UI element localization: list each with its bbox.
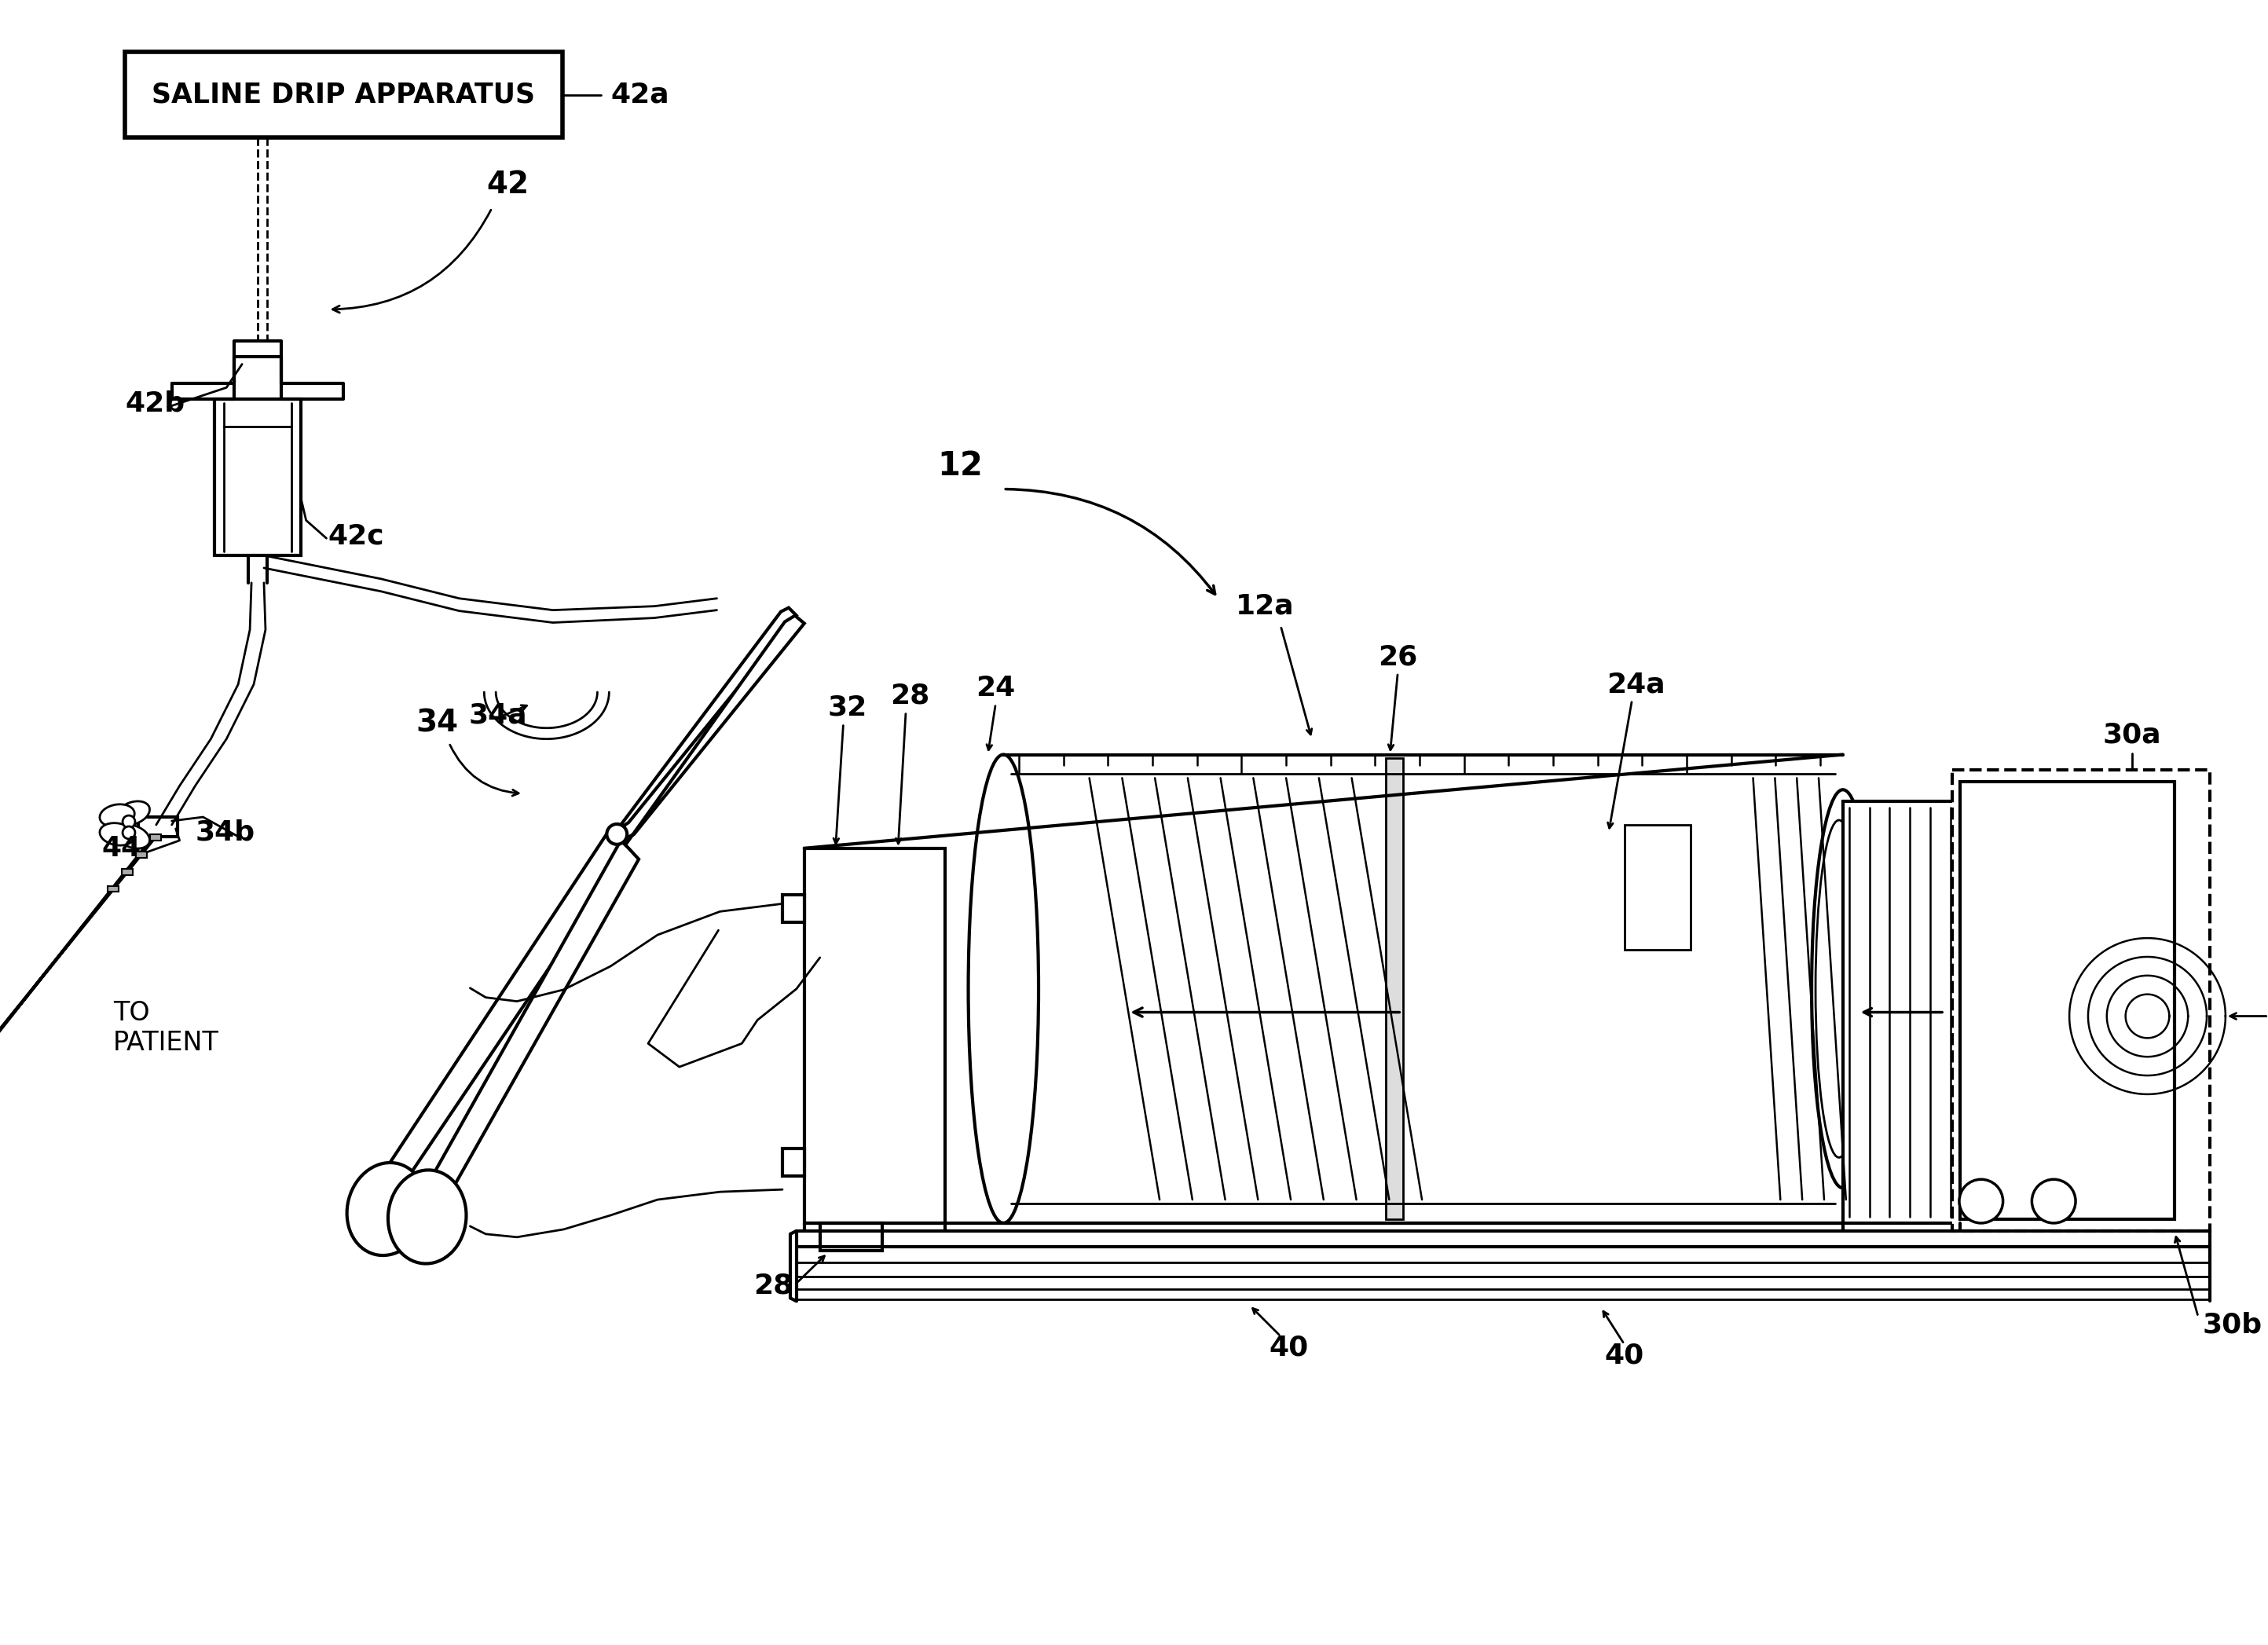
Text: 30b: 30b	[2202, 1311, 2261, 1337]
FancyArrowPatch shape	[333, 211, 490, 313]
Bar	[125, 51, 562, 138]
Text: 42: 42	[485, 169, 528, 199]
Bar	[1960, 781, 2175, 1219]
Bar	[109, 885, 118, 892]
Text: 28: 28	[889, 683, 930, 709]
FancyArrowPatch shape	[501, 706, 526, 716]
Text: 24a: 24a	[1606, 671, 1665, 697]
Bar	[1953, 770, 2209, 1230]
Bar	[136, 852, 147, 857]
FancyArrowPatch shape	[1005, 489, 1216, 594]
Bar	[138, 818, 177, 837]
Polygon shape	[413, 841, 640, 1219]
Text: 28: 28	[753, 1272, 794, 1300]
Text: 40: 40	[1268, 1334, 1309, 1362]
Bar	[782, 1148, 805, 1176]
Text: 34: 34	[415, 709, 458, 739]
FancyArrowPatch shape	[1603, 1311, 1624, 1342]
Bar	[122, 869, 134, 875]
FancyArrowPatch shape	[449, 745, 519, 796]
Bar	[805, 849, 946, 1224]
Text: 42a: 42a	[610, 81, 669, 109]
Circle shape	[122, 826, 136, 839]
Ellipse shape	[968, 755, 1039, 1224]
FancyArrowPatch shape	[1281, 628, 1311, 734]
FancyArrowPatch shape	[1388, 674, 1397, 750]
Ellipse shape	[116, 824, 150, 849]
Bar	[215, 400, 302, 556]
Ellipse shape	[347, 1163, 426, 1255]
Bar	[150, 834, 161, 841]
Bar	[1386, 758, 1404, 1219]
Text: 40: 40	[1603, 1342, 1644, 1369]
FancyArrowPatch shape	[1608, 702, 1631, 827]
Circle shape	[122, 816, 136, 827]
Bar	[821, 1224, 882, 1250]
Text: 44: 44	[102, 836, 141, 862]
Bar	[1624, 824, 1690, 949]
Bar	[782, 895, 805, 923]
Text: 30a: 30a	[2102, 722, 2161, 748]
Text: 12: 12	[937, 449, 984, 482]
Text: 24: 24	[975, 674, 1016, 701]
Polygon shape	[621, 615, 805, 852]
Ellipse shape	[388, 1170, 467, 1263]
FancyArrowPatch shape	[835, 725, 844, 844]
Polygon shape	[374, 831, 628, 1198]
FancyArrowPatch shape	[2175, 1237, 2198, 1314]
Polygon shape	[610, 607, 796, 841]
Circle shape	[1960, 1179, 2003, 1224]
Text: TO
PATIENT: TO PATIENT	[113, 1000, 220, 1056]
Ellipse shape	[100, 804, 134, 827]
Text: 26: 26	[1379, 643, 1418, 670]
Text: 34b: 34b	[195, 819, 254, 846]
Bar	[1844, 801, 1960, 1224]
FancyArrowPatch shape	[798, 1257, 826, 1281]
Text: 12a: 12a	[1236, 592, 1295, 620]
Text: 42b: 42b	[125, 390, 184, 416]
Ellipse shape	[1817, 821, 1862, 1158]
Text: 42c: 42c	[329, 523, 383, 549]
FancyArrowPatch shape	[987, 706, 996, 750]
Text: 34a: 34a	[469, 702, 526, 729]
FancyArrowPatch shape	[896, 714, 905, 844]
Polygon shape	[0, 819, 170, 1176]
Ellipse shape	[100, 822, 134, 846]
FancyArrowPatch shape	[1252, 1308, 1279, 1334]
Text: SALINE DRIP APPARATUS: SALINE DRIP APPARATUS	[152, 81, 535, 109]
Circle shape	[608, 824, 626, 844]
Text: 32: 32	[828, 694, 866, 721]
Circle shape	[2032, 1179, 2075, 1224]
Ellipse shape	[1812, 790, 1873, 1188]
Ellipse shape	[116, 801, 150, 826]
